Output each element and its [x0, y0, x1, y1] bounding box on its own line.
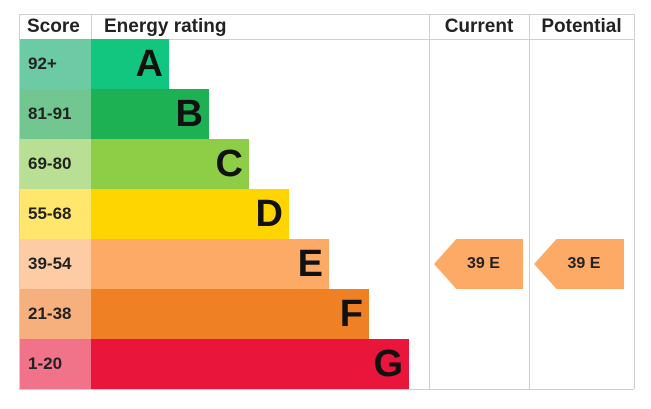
rating-bar: G: [91, 339, 409, 389]
rating-bar: F: [91, 289, 369, 339]
potential-arrow: 39 E: [534, 239, 624, 289]
score-cell: 39-54: [20, 239, 91, 289]
column-line: [19, 14, 20, 389]
score-cell: 69-80: [20, 139, 91, 189]
header-line: [19, 39, 634, 40]
border: [19, 389, 634, 390]
column-line: [429, 14, 430, 389]
score-cell: 81-91: [20, 89, 91, 139]
border: [19, 14, 634, 15]
header-rating: Energy rating: [104, 16, 227, 37]
header-current: Current: [444, 16, 514, 37]
rating-bar: D: [91, 189, 289, 239]
score-cell: 55-68: [20, 189, 91, 239]
column-line: [634, 14, 635, 389]
score-cell: 21-38: [20, 289, 91, 339]
header-potential: Potential: [541, 16, 622, 37]
rating-bar: B: [91, 89, 209, 139]
rating-bar: C: [91, 139, 249, 189]
score-cell: 92+: [20, 39, 91, 89]
column-line: [529, 14, 530, 389]
score-cell: 1-20: [20, 339, 91, 389]
current-arrow: 39 E: [434, 239, 523, 289]
rating-bar: A: [91, 39, 169, 89]
rating-bar: E: [91, 239, 329, 289]
header-score: Score: [27, 16, 80, 37]
